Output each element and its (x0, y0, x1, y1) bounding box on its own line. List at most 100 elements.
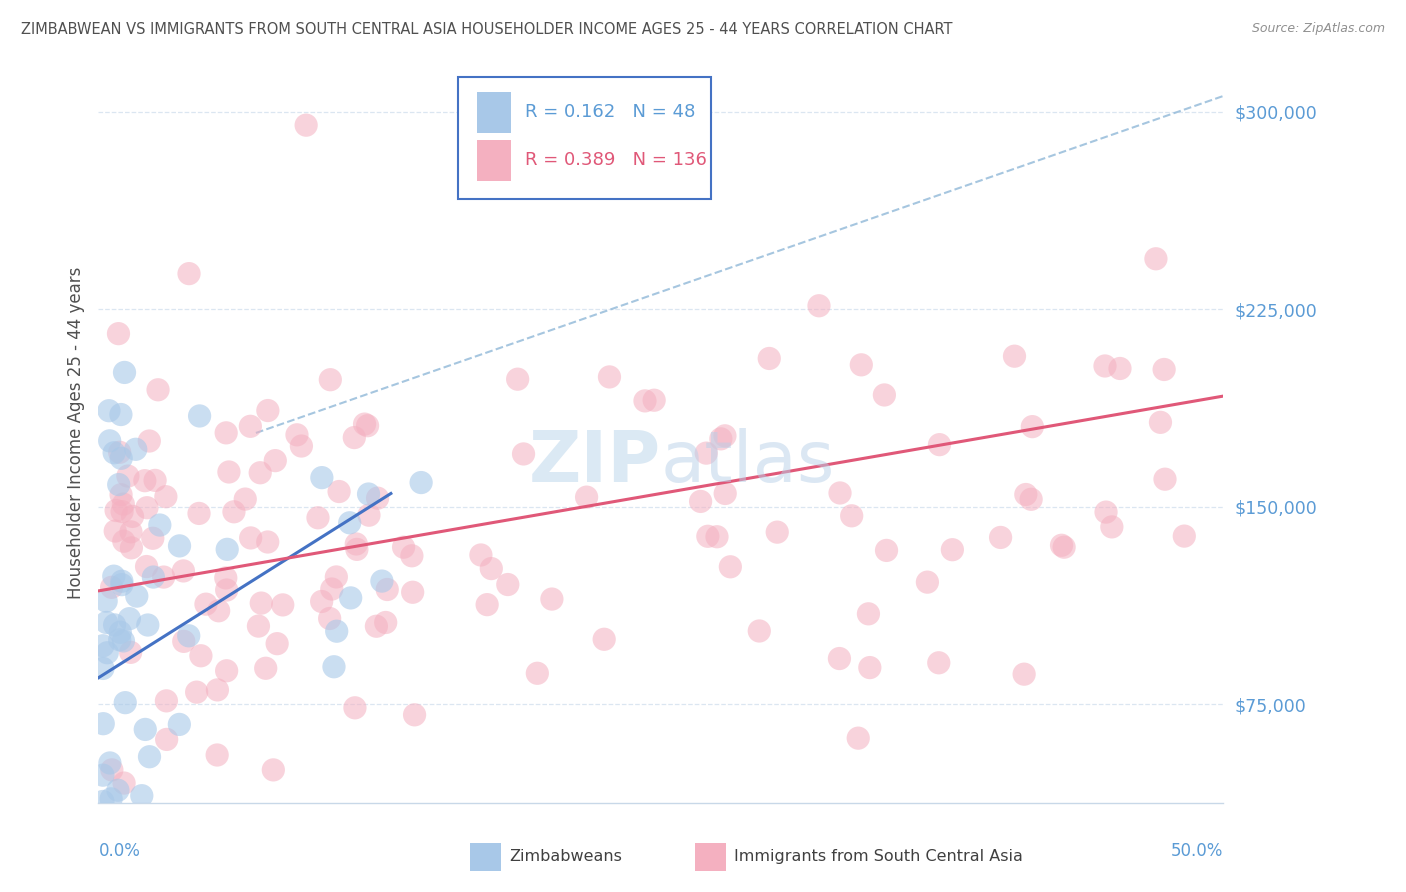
Point (217, 542, 239, 557)
Point (172, 564, 194, 578)
Point (366, 619, 388, 633)
Point (343, 431, 366, 445)
Point (98, 403, 121, 417)
Point (928, 437, 950, 451)
Text: 0.0%: 0.0% (98, 842, 141, 860)
Point (218, 465, 240, 479)
Point (215, 425, 238, 440)
Point (1012, 667, 1035, 681)
Point (120, 645, 142, 659)
Point (134, 723, 156, 737)
Point (718, 559, 741, 574)
Point (112, 776, 135, 790)
Point (208, 604, 231, 618)
Point (325, 624, 347, 639)
Point (131, 789, 153, 803)
Point (173, 634, 195, 648)
Point (100, 792, 122, 806)
Point (194, 597, 217, 611)
Point (152, 570, 174, 584)
Point (858, 607, 880, 621)
Point (177, 629, 200, 643)
Point (177, 267, 200, 281)
Point (239, 419, 262, 434)
Point (104, 524, 127, 538)
Point (846, 731, 869, 746)
Point (239, 531, 262, 545)
Point (323, 659, 346, 673)
Point (1144, 252, 1167, 266)
Point (496, 577, 519, 591)
Point (506, 372, 529, 386)
Point (311, 594, 333, 608)
Point (470, 548, 492, 562)
Point (257, 403, 280, 417)
Point (169, 717, 191, 731)
Text: Zimbabweans: Zimbabweans (509, 848, 621, 863)
Point (643, 393, 665, 408)
Point (114, 696, 136, 710)
Point (262, 763, 284, 777)
Point (146, 383, 169, 397)
Point (117, 469, 139, 483)
Point (689, 494, 711, 508)
Bar (478, 140, 512, 181)
Point (402, 585, 425, 599)
Point (1153, 362, 1175, 376)
Point (696, 529, 718, 543)
Point (91, 661, 114, 675)
Point (125, 442, 148, 457)
Point (104, 618, 127, 632)
Point (112, 497, 135, 511)
Point (328, 484, 350, 499)
Point (479, 561, 502, 575)
Point (758, 351, 780, 366)
Point (828, 651, 851, 665)
Bar (478, 92, 512, 133)
Point (222, 505, 245, 519)
Point (149, 518, 172, 533)
Point (142, 531, 165, 545)
Point (475, 598, 498, 612)
Point (155, 694, 177, 708)
Point (114, 366, 136, 380)
Point (96, 646, 118, 660)
Point (1109, 361, 1132, 376)
Point (156, 732, 179, 747)
Point (346, 542, 368, 557)
Point (541, 592, 564, 607)
Point (271, 598, 294, 612)
Point (714, 486, 737, 500)
Point (110, 625, 132, 640)
Text: atlas: atlas (661, 428, 835, 497)
Y-axis label: Householder Income Ages 25 - 44 years: Householder Income Ages 25 - 44 years (66, 267, 84, 599)
Point (112, 634, 135, 648)
Point (375, 582, 398, 597)
Point (634, 393, 657, 408)
Point (142, 570, 165, 584)
Bar (695, 843, 725, 871)
Point (401, 549, 423, 563)
Point (143, 474, 166, 488)
Point (917, 575, 939, 590)
Point (112, 534, 135, 549)
Point (111, 574, 134, 589)
Point (411, 475, 433, 490)
Point (873, 388, 896, 402)
Point (107, 326, 129, 341)
Point (250, 596, 273, 610)
Point (1154, 472, 1177, 486)
Text: ZIP: ZIP (529, 428, 661, 497)
Point (321, 582, 343, 596)
Point (593, 632, 616, 647)
Text: 50.0%: 50.0% (1171, 842, 1223, 860)
Point (928, 656, 950, 670)
Point (108, 445, 131, 459)
Point (1019, 492, 1042, 507)
Point (254, 661, 277, 675)
Point (120, 541, 142, 555)
Point (357, 487, 380, 501)
Point (136, 500, 159, 515)
Point (103, 446, 125, 460)
Point (841, 508, 863, 523)
